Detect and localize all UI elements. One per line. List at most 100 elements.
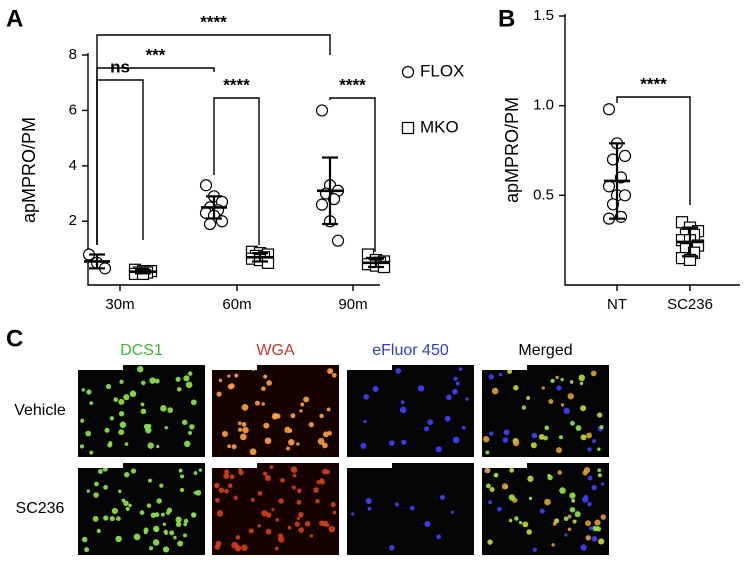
scale-notch — [347, 365, 392, 370]
y-tick-label: 2 — [69, 212, 77, 229]
cell — [554, 518, 560, 524]
cell — [308, 421, 314, 428]
cell — [234, 545, 242, 552]
cell — [309, 534, 314, 538]
cell — [569, 492, 576, 499]
cell — [555, 375, 559, 380]
cell — [235, 535, 241, 540]
cell — [513, 385, 519, 391]
cell — [580, 544, 587, 551]
cell — [149, 377, 156, 384]
cell — [183, 522, 187, 527]
cell — [584, 494, 588, 499]
cell — [190, 512, 197, 518]
cell — [591, 535, 598, 542]
cell — [435, 446, 442, 453]
x-tick-label: SC236 — [667, 296, 713, 313]
cell — [298, 511, 304, 518]
cell — [248, 528, 254, 534]
cell — [563, 516, 569, 522]
cell — [97, 469, 103, 474]
cell — [123, 471, 130, 478]
cell — [130, 468, 137, 474]
significance-bracket — [96, 34, 331, 245]
cell — [452, 436, 460, 444]
cell — [569, 507, 576, 513]
cell — [233, 495, 238, 500]
x-tick-label: 60m — [222, 296, 251, 313]
significance-label: *** — [146, 45, 166, 64]
data-point — [401, 121, 415, 135]
cell — [560, 377, 564, 382]
scale-notch — [78, 463, 123, 468]
cell — [109, 416, 115, 421]
cell — [296, 442, 300, 446]
cell — [597, 468, 602, 473]
cell — [317, 437, 325, 445]
cell — [238, 427, 243, 432]
cell — [185, 381, 193, 389]
cell — [461, 425, 466, 430]
cell — [249, 448, 257, 456]
cell — [119, 379, 124, 384]
cell — [395, 367, 402, 374]
cell — [164, 425, 168, 430]
cell — [274, 546, 279, 551]
legend-label: FLOX — [420, 61, 464, 80]
cell — [507, 369, 513, 374]
cell — [128, 503, 132, 508]
cell — [372, 385, 379, 393]
cell — [257, 491, 263, 496]
cell — [465, 397, 469, 401]
cell — [591, 484, 597, 491]
axis-line — [564, 14, 740, 286]
cell — [85, 430, 92, 437]
cell — [133, 533, 141, 541]
cell — [319, 479, 325, 485]
cell — [154, 512, 160, 518]
cell — [129, 390, 137, 398]
cell — [143, 530, 148, 535]
cell — [526, 395, 531, 400]
cell — [544, 498, 551, 506]
data-point — [618, 189, 632, 202]
cell — [227, 383, 234, 390]
cell — [488, 500, 493, 505]
cell — [367, 506, 372, 511]
cell — [325, 469, 330, 474]
cell — [257, 523, 261, 528]
cell — [578, 374, 586, 382]
cell — [327, 368, 334, 375]
cell — [218, 378, 223, 383]
cell — [487, 539, 493, 545]
cell — [587, 501, 592, 507]
cell — [424, 520, 431, 528]
cell — [424, 426, 430, 432]
cell — [483, 436, 490, 443]
cell — [567, 393, 574, 400]
cell — [193, 471, 198, 476]
cell — [271, 413, 278, 420]
cell — [118, 489, 122, 494]
data-point — [602, 180, 616, 193]
cell — [601, 482, 605, 486]
cell — [156, 444, 160, 449]
cell — [570, 420, 575, 426]
panel-letter: A — [6, 5, 23, 32]
cell — [240, 433, 247, 441]
cell — [123, 500, 129, 507]
cell — [399, 406, 407, 414]
cell — [108, 441, 113, 446]
cell — [262, 471, 268, 476]
cell — [560, 403, 565, 407]
cell — [160, 512, 165, 517]
cell — [304, 521, 311, 527]
cell — [183, 518, 189, 524]
cell — [288, 439, 295, 446]
cell — [160, 405, 167, 412]
cell — [184, 440, 191, 448]
cell — [241, 544, 248, 551]
cell — [569, 380, 574, 384]
cell — [231, 444, 237, 450]
cell — [401, 439, 407, 445]
